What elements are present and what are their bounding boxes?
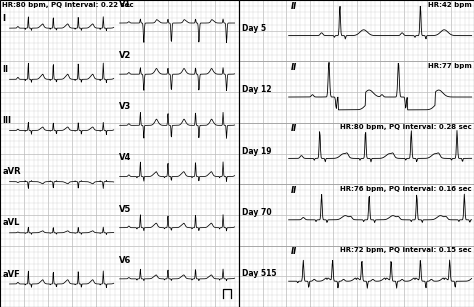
Text: I: I [2,14,5,23]
Text: HR:76 bpm, PQ interval: 0.16 sec: HR:76 bpm, PQ interval: 0.16 sec [340,186,472,192]
Text: HR:80 bpm, PQ interval: 0.22 sec: HR:80 bpm, PQ interval: 0.22 sec [2,2,134,8]
Text: HR:80 bpm, PQ interval: 0.28 sec: HR:80 bpm, PQ interval: 0.28 sec [340,124,472,130]
Text: Day 12: Day 12 [242,85,271,94]
Text: aVF: aVF [2,270,20,279]
Text: aVR: aVR [2,167,21,176]
Text: Day 5: Day 5 [242,24,266,33]
Text: V5: V5 [118,205,131,214]
Text: II: II [2,65,9,74]
Text: HR:72 bpm, PQ interval: 0.15 sec: HR:72 bpm, PQ interval: 0.15 sec [340,247,472,253]
Text: aVL: aVL [2,219,20,227]
Text: Day 70: Day 70 [242,208,271,217]
Text: V6: V6 [118,256,131,265]
Text: HR:77 bpm: HR:77 bpm [428,63,472,69]
Text: II: II [291,186,297,195]
Text: III: III [2,116,11,125]
Text: V1: V1 [118,0,131,9]
Text: II: II [291,247,297,256]
Text: HR:42 bpm: HR:42 bpm [428,2,472,8]
Text: II: II [291,63,297,72]
Text: II: II [291,2,297,10]
Text: V3: V3 [118,102,131,111]
Text: Day 19: Day 19 [242,146,271,156]
Text: II: II [291,124,297,133]
Text: V4: V4 [118,154,131,162]
Text: V2: V2 [118,51,131,60]
Text: Day 515: Day 515 [242,269,276,278]
